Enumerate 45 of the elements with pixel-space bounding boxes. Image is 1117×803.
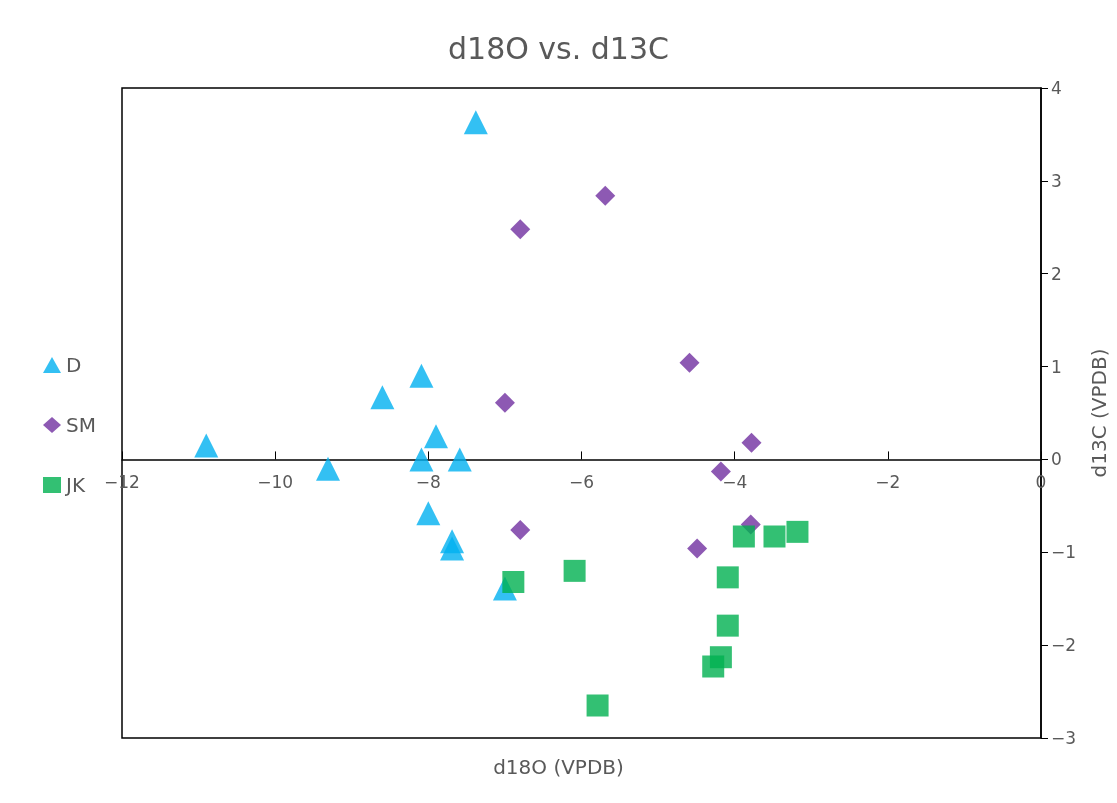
point <box>423 424 448 449</box>
x-tick-label: −2 <box>875 471 901 492</box>
legend-label: D <box>66 353 82 377</box>
point <box>716 614 739 637</box>
y-tick-label: −1 <box>1051 542 1077 563</box>
legend-label: JK <box>64 473 86 497</box>
point <box>447 447 472 472</box>
x-axis-title: d18O (VPDB) <box>493 755 624 779</box>
point <box>463 110 488 135</box>
point <box>409 447 434 472</box>
point <box>502 571 525 593</box>
point <box>786 520 809 543</box>
point <box>679 352 700 373</box>
legend-label: SM <box>66 413 96 437</box>
x-tick-label: −8 <box>415 471 441 492</box>
point <box>763 525 786 548</box>
x-tick-label: −6 <box>568 471 595 492</box>
y-tick-label: 4 <box>1051 78 1062 98</box>
point <box>741 432 762 453</box>
point <box>409 363 434 388</box>
point <box>732 525 755 548</box>
point <box>563 559 586 582</box>
point <box>716 566 739 589</box>
point <box>416 501 441 526</box>
point <box>510 219 531 240</box>
point <box>316 456 341 481</box>
x-tick-label: −4 <box>722 471 748 492</box>
y-axis-title: d13C (VPDB) <box>1087 348 1111 478</box>
point <box>510 520 531 540</box>
y-tick-label: 2 <box>1051 263 1062 284</box>
point <box>595 185 616 206</box>
y-tick-label: 0 <box>1051 449 1062 470</box>
point <box>702 655 725 678</box>
point <box>194 433 219 458</box>
point <box>494 392 515 413</box>
y-tick-label: −2 <box>1051 635 1077 656</box>
point <box>440 536 465 561</box>
y-tick-label: −3 <box>1051 728 1077 748</box>
chart-title: d18O vs. d13C <box>448 30 669 66</box>
point <box>687 538 708 559</box>
point <box>370 385 395 410</box>
point <box>586 694 609 717</box>
y-tick-label: 1 <box>1051 356 1062 377</box>
x-tick-label: −10 <box>257 471 294 492</box>
y-tick-label: 3 <box>1051 170 1062 191</box>
